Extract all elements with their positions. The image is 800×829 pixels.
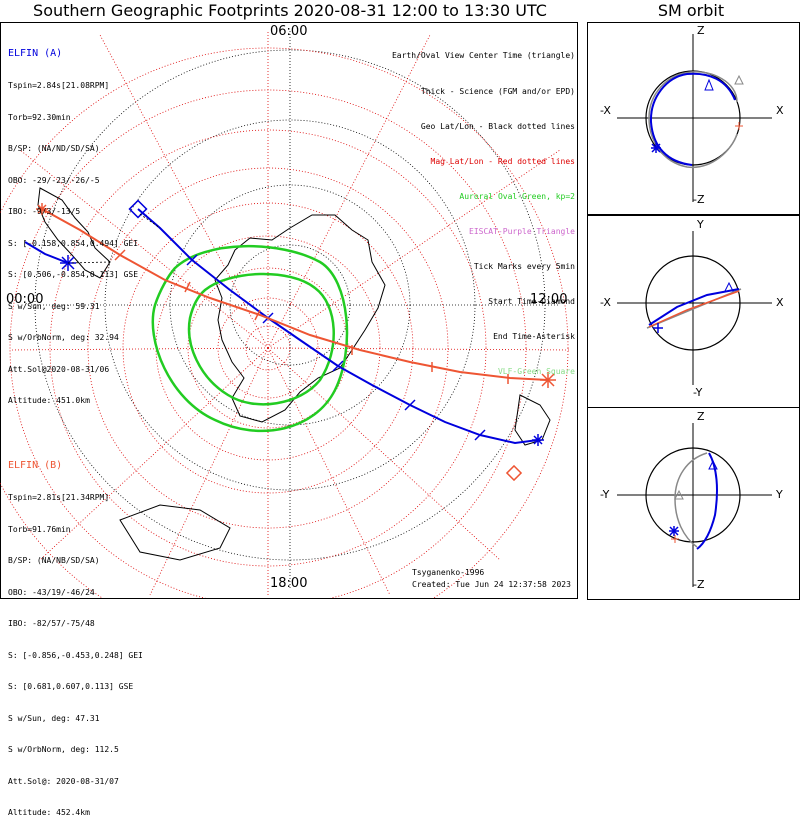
elfin-b-line: B/SP: (NA/NB/SD/SA) <box>8 556 100 565</box>
elfin-a-name: ELFIN (A) <box>8 48 63 59</box>
map-title: Southern Geographic Footprints 2020-08-3… <box>33 1 547 20</box>
sm1-down: -Z <box>693 193 705 206</box>
elfin-a-line: Torb=92.30min <box>8 112 71 122</box>
elfin-b-start-asterisk <box>36 203 48 215</box>
map-legend: Earth/Oval View Center Time (triangle) T… <box>392 27 575 390</box>
footer-created: Created: Tue Jun 24 12:37:58 2023 <box>412 580 571 589</box>
sm1-left: -X <box>600 104 611 117</box>
legend-entry: VLF-Green Square <box>497 367 575 377</box>
elfin-b-ticks <box>114 249 509 384</box>
footprint-map <box>0 30 571 598</box>
australia-coastline <box>119 504 231 561</box>
footer-model: Tsyganenko-1996 <box>412 568 485 577</box>
elfin-b-line: Att.Sol@: 2020-08-31/07 <box>8 776 119 786</box>
sm-orbit-title: SM orbit <box>657 1 725 20</box>
elfin-a-ticks <box>186 254 486 441</box>
legend-entry: Tick Marks every 5min <box>473 262 575 272</box>
elfin-b-line: S w/Sun, deg: 47.31 <box>8 713 100 723</box>
sm3-down: -Z <box>693 578 705 591</box>
antarctica-coastline <box>214 214 386 423</box>
mag-latlon-grid <box>0 30 571 598</box>
elfin-b-track <box>41 208 549 381</box>
clock-label-top: 06:00 <box>270 24 308 39</box>
legend-entry: Auroral Oval-Green, kp=2 <box>459 191 575 201</box>
sm1-right: X <box>776 104 784 117</box>
elfin-a-end-asterisk <box>532 434 544 446</box>
elfin-b-end-asterisk <box>540 372 556 388</box>
clock-label-bottom: 18:00 <box>270 576 308 591</box>
elfin-a-line: Tspin=2.84s[21.08RPM] <box>8 81 110 90</box>
sm2-left: -X <box>600 296 611 309</box>
legend-entry: Start Time-Diamond <box>488 297 575 307</box>
elfin-b-line: Altitude: 452.4km <box>8 808 90 817</box>
sm2-down: -Y <box>693 386 703 399</box>
clock-label-right: 12:00 <box>530 292 568 307</box>
clock-label-left: 00:00 <box>6 292 44 307</box>
sm3-left: -Y <box>600 488 610 501</box>
footprint-map-frame <box>0 22 578 599</box>
sm3-right: Y <box>776 488 783 501</box>
elfin-a-line: S w/OrbNorm, deg: 32.94 <box>8 333 119 342</box>
elfin-b-line: S: [0.681,0.607,0.113] GSE <box>8 682 134 691</box>
auroral-oval-inner <box>187 272 335 406</box>
elfin-b-name: ELFIN (B) <box>8 460 63 471</box>
elfin-a-line: S: [0.506,-0.854,0.113] GSE <box>8 270 139 279</box>
sm-panel-xy <box>617 231 772 385</box>
legend-entry: Mag Lat/Lon - Red dotted lines <box>430 156 576 166</box>
sm2-right: X <box>776 296 784 309</box>
sm-panel-xz <box>617 34 772 202</box>
elfin-b-line: Torb=91.76min <box>8 524 71 534</box>
elfin-b-line: S: [-0.856,-0.453,0.248] GEI <box>8 650 143 660</box>
footprint-links <box>67 213 161 264</box>
elfin-a-line: B/SP: (NA/ND/SD/SA) <box>8 144 100 153</box>
legend-entry: Thick - Science (FGM and/or EPD) <box>420 86 575 96</box>
elfin-a-line: S w/Sun, deg: 59.31 <box>8 301 100 311</box>
elfin-a-info: ELFIN (A) Tspin=2.84s[21.08RPM] Torb=92.… <box>8 27 138 417</box>
elfin-a-track-secondary <box>24 241 69 264</box>
elfin-a-line: S: [-0.158,0.854,0.494] GEI <box>8 238 139 248</box>
elfin-b-info: ELFIN (B) Tspin=2.81s[21.34RPM] Torb=91.… <box>8 439 143 829</box>
elfin-b-diamond <box>505 464 523 482</box>
sm-panel-yz <box>617 423 772 587</box>
south-america-coastline <box>37 187 111 279</box>
legend-entry: Geo Lat/Lon - Black dotted lines <box>420 121 575 131</box>
elfin-a-line: Att.Sol@2020-08-31/06 <box>8 364 110 374</box>
elfin-b-line: IBO: -82/57/-75/48 <box>8 619 95 628</box>
elfin-a-line: Altitude: 451.0km <box>8 396 90 405</box>
sm1-up: Z <box>697 24 705 37</box>
sm2-up: Y <box>697 218 704 231</box>
legend-entry: EISCAT-Purple Triangle <box>469 226 575 236</box>
legend-entry: End Time-Asterisk <box>493 332 575 342</box>
legend-entry: Earth/Oval View Center Time (triangle) <box>391 51 575 61</box>
elfin-a-line: OBO: -29/-23/-26/-5 <box>8 175 100 185</box>
elfin-b-line: OBO: -43/19/-46/24 <box>8 587 95 597</box>
elfin-b-line: S w/OrbNorm, deg: 112.5 <box>8 745 119 754</box>
elfin-a-line: IBO: -9/3/-13/5 <box>8 207 81 216</box>
elfin-b-line: Tspin=2.81s[21.34RPM] <box>8 493 110 502</box>
sm3-up: Z <box>697 410 705 423</box>
auroral-oval-outer <box>151 244 349 433</box>
elfin-a-start-diamond <box>128 199 148 219</box>
